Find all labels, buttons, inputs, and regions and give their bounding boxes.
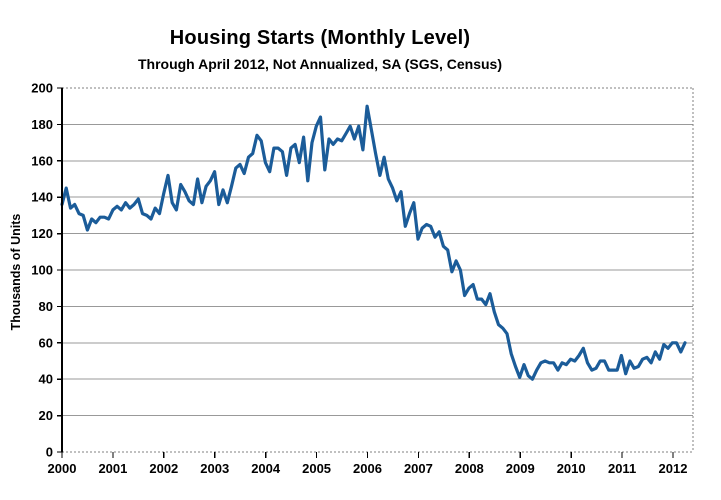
x-tick-label-2002: 2002 (149, 461, 178, 476)
x-tick-label-2006: 2006 (353, 461, 382, 476)
x-tick-label-2003: 2003 (200, 461, 229, 476)
plot-frame-dotted (62, 87, 694, 453)
y-tick-label-180: 180 (31, 117, 53, 132)
y-tick-label-0: 0 (46, 445, 53, 460)
x-tick-label-2001: 2001 (98, 461, 127, 476)
y-tick-label-100: 100 (31, 263, 53, 278)
x-tick-label-2007: 2007 (404, 461, 433, 476)
x-tick-label-2011: 2011 (608, 461, 636, 476)
x-tick-label-2000: 2000 (48, 461, 77, 476)
y-tick-label-40: 40 (39, 372, 53, 387)
x-tick-labels: 2000 2001 2002 2003 2004 2005 2006 2007 2008 2009… (48, 461, 688, 476)
x-tick-label-2009: 2009 (506, 461, 535, 476)
y-tick-label-160: 160 (31, 153, 53, 168)
axes (57, 87, 674, 458)
y-tick-labels: 0 20 40 60 80 100 120 140 160 180 200 (31, 81, 53, 460)
y-tick-label-80: 80 (39, 299, 53, 314)
chart-subtitle: Through April 2012, Not Annualized, SA (… (137, 56, 503, 72)
x-tick-label-2012: 2012 (659, 461, 688, 476)
x-tick-label-2004: 2004 (251, 461, 281, 476)
y-tick-label-200: 200 (31, 81, 53, 96)
housing-starts-line (60, 104, 687, 381)
y-tick-label-60: 60 (39, 335, 53, 350)
title-block: Housing Starts (Monthly Level) Through A… (0, 27, 640, 72)
y-tick-label-140: 140 (31, 190, 53, 205)
y-tick-label-20: 20 (39, 408, 53, 423)
gridlines (62, 123, 693, 417)
y-tick-label-120: 120 (31, 226, 53, 241)
x-tick-label-2008: 2008 (455, 461, 484, 476)
x-tick-label-2010: 2010 (557, 461, 586, 476)
x-tick-label-2005: 2005 (302, 461, 331, 476)
chart-title: Housing Starts (Monthly Level) (169, 27, 471, 49)
